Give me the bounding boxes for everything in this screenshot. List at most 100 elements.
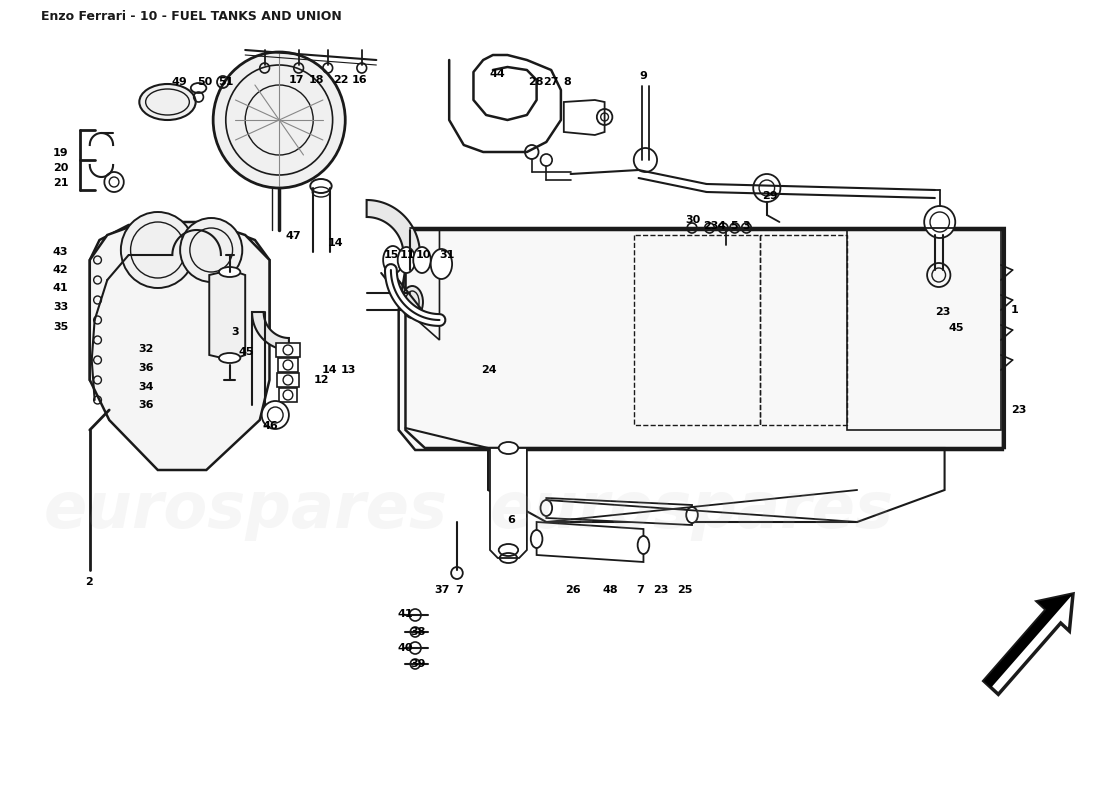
Text: 3: 3 (232, 327, 239, 337)
Circle shape (924, 206, 955, 238)
Ellipse shape (498, 544, 518, 556)
Text: 10: 10 (416, 250, 431, 260)
Text: 24: 24 (481, 365, 497, 375)
Text: 31: 31 (440, 250, 454, 260)
Text: 2: 2 (85, 577, 92, 587)
Text: 48: 48 (603, 585, 618, 595)
Text: 18: 18 (308, 75, 323, 85)
Text: 22: 22 (332, 75, 348, 85)
Text: 8: 8 (564, 77, 572, 87)
Text: 14: 14 (322, 365, 338, 375)
Ellipse shape (540, 500, 552, 516)
Ellipse shape (140, 84, 196, 120)
Ellipse shape (531, 530, 542, 548)
Circle shape (180, 218, 242, 282)
Polygon shape (537, 522, 643, 562)
Text: 13: 13 (340, 365, 355, 375)
Polygon shape (209, 270, 245, 360)
Text: 33: 33 (53, 302, 68, 312)
Text: 44: 44 (490, 69, 506, 79)
Polygon shape (276, 343, 299, 357)
Text: 30: 30 (685, 215, 701, 225)
Text: 23: 23 (1011, 405, 1026, 415)
Text: 26: 26 (564, 585, 581, 595)
Text: 41: 41 (53, 283, 68, 293)
Ellipse shape (498, 442, 518, 454)
Text: 38: 38 (410, 627, 426, 637)
Text: 15: 15 (384, 250, 399, 260)
Text: 42: 42 (53, 265, 68, 275)
Text: 23: 23 (703, 221, 718, 231)
Polygon shape (278, 358, 298, 372)
Text: 45: 45 (948, 323, 964, 333)
Polygon shape (90, 222, 270, 470)
Text: 21: 21 (53, 178, 68, 188)
Polygon shape (983, 594, 1072, 694)
Text: 3: 3 (742, 221, 750, 231)
Text: 23: 23 (653, 585, 669, 595)
Text: 11: 11 (399, 250, 415, 260)
Polygon shape (547, 498, 692, 525)
Polygon shape (252, 312, 289, 350)
Text: 27: 27 (543, 77, 559, 87)
Text: 20: 20 (53, 163, 68, 173)
Circle shape (213, 52, 345, 188)
Ellipse shape (686, 507, 697, 523)
Text: 39: 39 (410, 659, 426, 669)
Circle shape (410, 659, 420, 669)
Text: Enzo Ferrari - 10 - FUEL TANKS AND UNION: Enzo Ferrari - 10 - FUEL TANKS AND UNION (41, 10, 342, 23)
Text: 46: 46 (263, 421, 278, 431)
Text: 16: 16 (352, 75, 367, 85)
Text: 36: 36 (139, 400, 154, 410)
Text: 34: 34 (139, 382, 154, 392)
Ellipse shape (398, 247, 415, 273)
Ellipse shape (402, 286, 424, 318)
Text: eurospares: eurospares (43, 479, 448, 541)
Text: 49: 49 (172, 77, 187, 87)
Text: 7: 7 (455, 585, 463, 595)
Text: 17: 17 (289, 75, 305, 85)
Circle shape (409, 642, 421, 654)
Text: 25: 25 (678, 585, 693, 595)
Ellipse shape (219, 267, 240, 277)
Text: 45: 45 (239, 347, 254, 357)
Text: 12: 12 (314, 375, 329, 385)
Text: 47: 47 (286, 231, 301, 241)
Circle shape (121, 212, 195, 288)
Text: 32: 32 (139, 344, 154, 354)
Text: 43: 43 (53, 247, 68, 257)
Polygon shape (398, 230, 1003, 450)
Ellipse shape (219, 353, 240, 363)
Text: 6: 6 (507, 515, 515, 525)
Text: eurospares: eurospares (490, 479, 894, 541)
Polygon shape (366, 200, 420, 255)
Text: 29: 29 (762, 191, 778, 201)
Text: 23: 23 (935, 307, 950, 317)
Polygon shape (490, 448, 527, 558)
Ellipse shape (431, 249, 452, 279)
Polygon shape (277, 373, 298, 387)
Polygon shape (279, 388, 297, 402)
Text: 4: 4 (717, 221, 725, 231)
Text: 50: 50 (197, 77, 212, 87)
Text: 28: 28 (528, 77, 543, 87)
Circle shape (409, 609, 421, 621)
Text: 1: 1 (1011, 305, 1019, 315)
Polygon shape (90, 225, 270, 405)
Text: 9: 9 (639, 71, 648, 81)
Text: 35: 35 (53, 322, 68, 332)
Polygon shape (983, 594, 1072, 688)
Circle shape (262, 401, 289, 429)
Text: 5: 5 (730, 221, 737, 231)
Text: 7: 7 (637, 585, 645, 595)
Text: 14: 14 (328, 238, 343, 248)
Ellipse shape (638, 536, 649, 554)
Text: 40: 40 (398, 643, 414, 653)
Text: 41: 41 (398, 609, 414, 619)
Ellipse shape (414, 247, 431, 273)
Text: 51: 51 (218, 77, 233, 87)
Ellipse shape (383, 246, 403, 274)
Text: 36: 36 (139, 363, 154, 373)
Text: 19: 19 (53, 148, 68, 158)
Text: 37: 37 (434, 585, 450, 595)
